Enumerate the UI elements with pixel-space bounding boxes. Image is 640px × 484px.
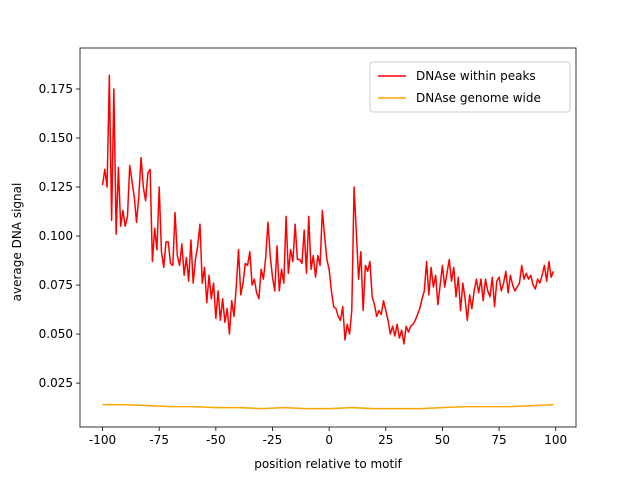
- x-tick-label: 75: [491, 433, 506, 447]
- legend-label: DNAse genome wide: [416, 91, 541, 105]
- y-tick-label: 0.100: [39, 229, 73, 243]
- line-series: [102, 403, 554, 410]
- axes-frame: [79, 47, 577, 428]
- y-tick-label: 0.175: [39, 82, 73, 96]
- x-tick-label: 0: [325, 433, 333, 447]
- x-tick-label: 50: [435, 433, 450, 447]
- x-tick-label: -100: [89, 433, 116, 447]
- legend-box: [369, 61, 571, 113]
- line-series: [101, 74, 555, 345]
- y-tick-label: 0.125: [39, 180, 73, 194]
- y-tick-label: 0.075: [39, 278, 73, 292]
- legend-label: DNAse within peaks: [416, 69, 536, 83]
- x-tick-label: 100: [544, 433, 567, 447]
- y-axis-label: average DNA signal: [10, 183, 24, 302]
- x-tick-label: 25: [378, 433, 393, 447]
- x-tick-label: -75: [149, 433, 169, 447]
- y-tick-label: 0.025: [39, 376, 73, 390]
- x-tick-label: -25: [263, 433, 283, 447]
- x-axis-label: position relative to motif: [254, 457, 402, 471]
- y-tick-label: 0.150: [39, 131, 73, 145]
- y-tick-label: 0.050: [39, 327, 73, 341]
- x-tick-label: -50: [206, 433, 226, 447]
